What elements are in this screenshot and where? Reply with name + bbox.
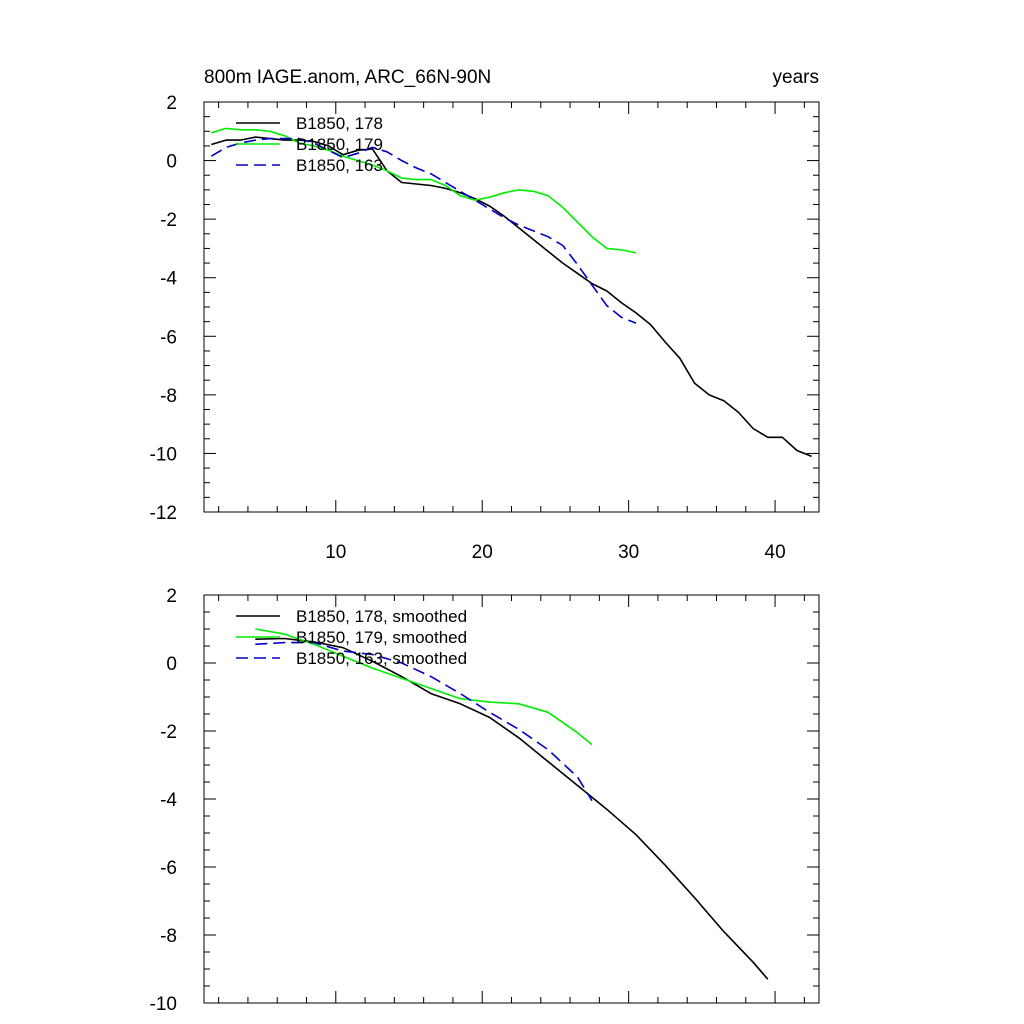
y-tick-label: -12: [150, 503, 177, 524]
x-tick-label: 40: [765, 542, 786, 563]
series-line: [211, 136, 812, 458]
y-tick-label: 0: [166, 152, 177, 173]
legend-label: B1850, 178: [296, 114, 383, 133]
y-tick-label: 2: [166, 586, 177, 607]
series-line: [255, 641, 593, 802]
y-tick-label: -8: [160, 386, 177, 407]
y-tick-label: -6: [160, 327, 177, 348]
y-tick-label: -6: [160, 858, 177, 879]
y-tick-label: -4: [160, 790, 177, 811]
series-line: [255, 628, 593, 746]
y-tick-label: -4: [160, 269, 177, 290]
legend-label: B1850, 179, smoothed: [296, 628, 467, 647]
chart-title: 800m IAGE.anom, ARC_66N-90N: [204, 67, 491, 88]
y-tick-label: 0: [166, 654, 177, 675]
chart-title-right: years: [773, 67, 819, 88]
legend-label: B1850, 163, smoothed: [296, 649, 467, 668]
legend-label: B1850, 178, smoothed: [296, 607, 467, 626]
y-tick-label: -10: [150, 444, 177, 465]
y-tick-label: 2: [166, 93, 177, 114]
legend-label: B1850, 163: [296, 156, 383, 175]
y-tick-label: -2: [160, 210, 177, 231]
y-tick-label: -2: [160, 722, 177, 743]
x-tick-label: 20: [472, 542, 493, 563]
y-tick-label: -10: [150, 994, 177, 1015]
x-tick-label: 30: [618, 542, 639, 563]
panel-bottom: 2 0 -2 -4 -6 -8 -10 B1850, 178, smoothed B1850, …: [150, 586, 820, 1015]
series-line: [211, 127, 637, 254]
series-line: [255, 637, 769, 980]
y-tick-label: -8: [160, 926, 177, 947]
series-line: [210, 137, 637, 324]
legend-label: B1850, 179: [296, 135, 383, 154]
x-tick-label: 10: [325, 542, 346, 563]
